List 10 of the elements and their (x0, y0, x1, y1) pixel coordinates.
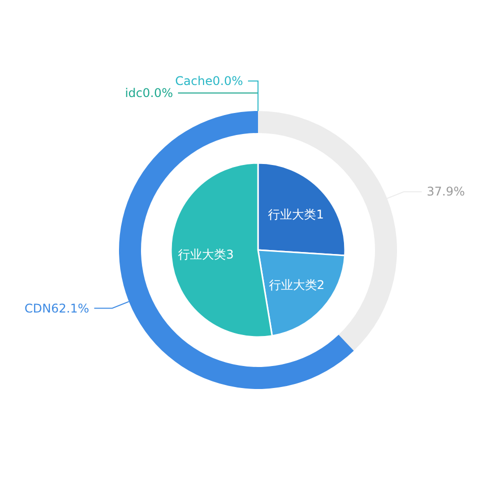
text: 0.0% (142, 86, 173, 100)
data-label: 37.9% (426, 184, 465, 199)
category-label: idc (124, 86, 142, 100)
data-label: 62.1% (51, 301, 90, 316)
category-label: Cache (175, 74, 212, 88)
slice-label: 行业大类2 (268, 278, 325, 292)
text: 0.0% (212, 74, 243, 88)
slice-label: CDN (24, 301, 52, 316)
slice-label: 行业大类1 (268, 207, 324, 222)
slice-label: 行业大类3 (178, 247, 234, 262)
